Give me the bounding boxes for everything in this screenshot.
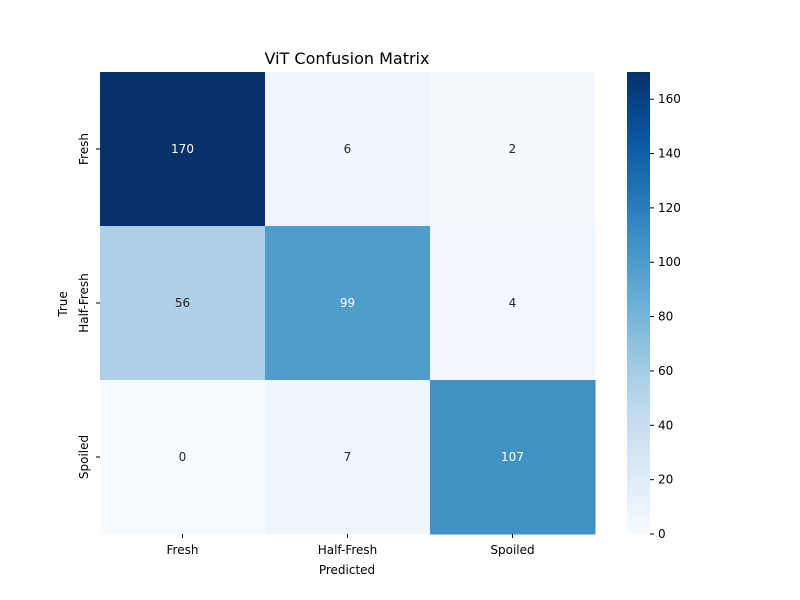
x-axis-label: Predicted bbox=[319, 563, 375, 577]
heatmap-cell bbox=[100, 226, 266, 381]
colorbar-tick-label: 40 bbox=[658, 418, 673, 432]
y-tick-label: Half-Fresh bbox=[77, 273, 91, 333]
heatmap-cells bbox=[100, 72, 596, 535]
cell-value-label: 2 bbox=[509, 142, 517, 156]
cell-value-label: 6 bbox=[344, 142, 352, 156]
colorbar-tick-label: 20 bbox=[658, 473, 673, 487]
colorbar-gradient bbox=[627, 72, 650, 534]
heatmap-cell bbox=[265, 226, 431, 381]
cell-value-label: 107 bbox=[501, 450, 524, 464]
heatmap-cell bbox=[265, 72, 431, 227]
heatmap-cell bbox=[265, 380, 431, 535]
x-axis: Fresh Half-Fresh Spoiled bbox=[167, 534, 535, 557]
colorbar-tick-label: 120 bbox=[658, 201, 681, 215]
colorbar-tick-label: 140 bbox=[658, 147, 681, 161]
colorbar-tick-label: 160 bbox=[658, 92, 681, 106]
colorbar-tick-label: 60 bbox=[658, 364, 673, 378]
heatmap-cell bbox=[430, 72, 596, 227]
chart-title: ViT Confusion Matrix bbox=[265, 49, 430, 68]
cell-value-label: 0 bbox=[179, 450, 187, 464]
cell-annotations: 170 6 2 56 99 4 0 7 107 bbox=[171, 142, 524, 464]
cell-value-label: 4 bbox=[509, 296, 517, 310]
x-tick-label: Fresh bbox=[167, 543, 199, 557]
colorbar-tick-label: 100 bbox=[658, 255, 681, 269]
x-tick-label: Half-Fresh bbox=[318, 543, 378, 557]
x-tick-label: Spoiled bbox=[490, 543, 534, 557]
heatmap-cell bbox=[430, 380, 596, 535]
y-axis: Fresh Half-Fresh Spoiled bbox=[77, 133, 100, 479]
colorbar: 0 20 40 60 80 100 120 140 160 bbox=[627, 72, 681, 541]
cell-value-label: 99 bbox=[340, 296, 355, 310]
heatmap-cell bbox=[100, 380, 266, 535]
colorbar-tick-label: 80 bbox=[658, 310, 673, 324]
cell-value-label: 170 bbox=[171, 142, 194, 156]
heatmap-cell bbox=[100, 72, 266, 227]
y-axis-label: True bbox=[56, 291, 70, 318]
colorbar-tick-label: 0 bbox=[658, 527, 666, 541]
cell-value-label: 7 bbox=[344, 450, 352, 464]
y-tick-label: Fresh bbox=[77, 133, 91, 165]
heatmap-cell bbox=[430, 226, 596, 381]
cell-value-label: 56 bbox=[175, 296, 190, 310]
y-tick-label: Spoiled bbox=[77, 435, 91, 479]
